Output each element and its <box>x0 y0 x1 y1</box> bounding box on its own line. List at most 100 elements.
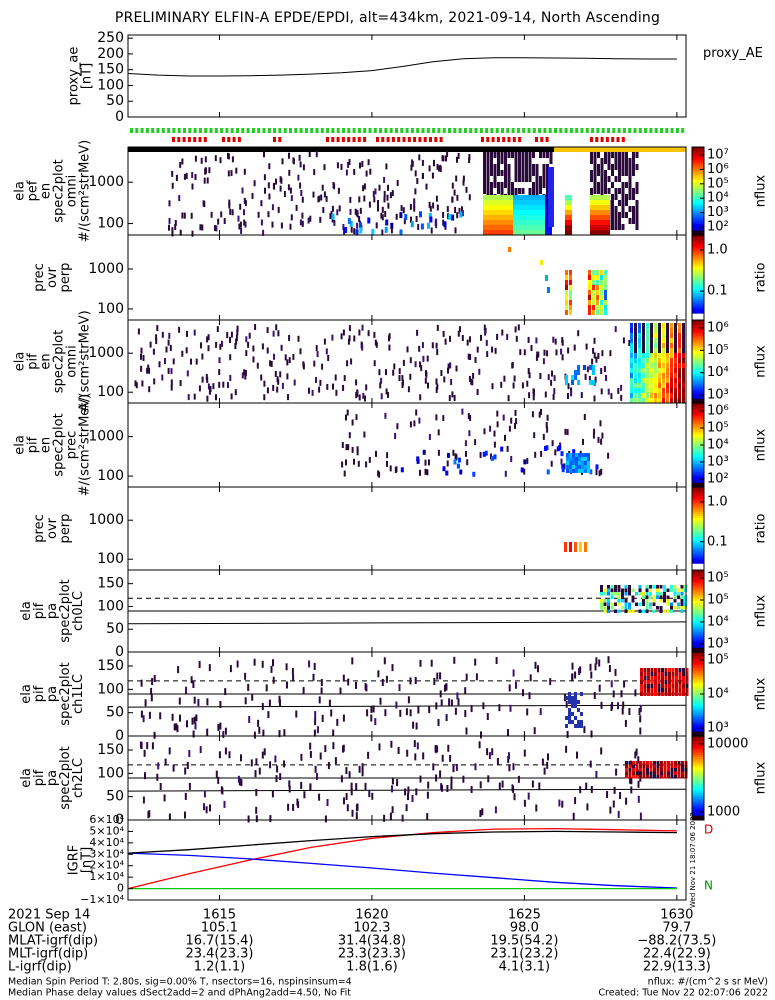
pixel-cell <box>461 206 463 213</box>
pixel-cell <box>638 398 641 403</box>
pixel-cell <box>650 676 654 680</box>
pixel-cell <box>203 790 206 798</box>
pixel-cell <box>635 212 639 218</box>
pixel-cell <box>654 393 657 398</box>
pixel-cell <box>373 331 376 338</box>
pixel-cell <box>657 680 661 684</box>
pixel-cell <box>520 467 524 473</box>
pixel-cell <box>597 436 600 443</box>
pixel-cell <box>336 162 339 169</box>
y-axis-label: proxy_ae <box>67 47 82 106</box>
pixel-cell <box>670 771 674 775</box>
pixel-cell <box>525 170 528 176</box>
pixel-cell <box>565 210 572 215</box>
colorbar-cell <box>692 256 704 259</box>
colorbar-cell <box>692 451 704 454</box>
pixel-cell <box>384 211 387 217</box>
pixel-cell <box>668 672 671 676</box>
pixel-cell <box>674 358 677 363</box>
colorbar-cell <box>692 513 704 517</box>
footer-row-label: MLT-igrf(dip) <box>8 947 88 962</box>
pixel-cell <box>424 459 427 466</box>
pixel-cell <box>367 751 370 759</box>
pixel-cell <box>247 341 250 348</box>
status-green-dot <box>633 128 637 133</box>
pixel-cell <box>680 595 684 599</box>
pixel-cell <box>635 200 639 206</box>
pixel-cell <box>171 182 174 189</box>
pixel-cell <box>642 775 646 779</box>
pixel-cell <box>340 333 343 340</box>
pixel-cell <box>671 680 675 684</box>
y-axis-label: ovr <box>45 266 60 288</box>
colorbar-cell <box>692 468 704 471</box>
pixel-cell <box>407 696 410 704</box>
pixel-cell <box>208 167 211 174</box>
pixel-cell <box>611 224 614 230</box>
pixel-cell <box>207 383 210 390</box>
pixel-cell <box>621 158 625 164</box>
pixel-cell <box>658 388 661 393</box>
pixel-cell <box>566 465 569 469</box>
pixel-cell <box>637 780 640 788</box>
pixel-cell <box>662 373 665 378</box>
pixel-cell <box>193 393 196 400</box>
pixel-cell <box>263 748 266 756</box>
pixel-cell <box>532 152 535 158</box>
pixel-cell <box>479 452 482 458</box>
pixel-cell <box>349 196 352 203</box>
pixel-cell <box>581 453 584 457</box>
pixel-cell <box>587 461 590 465</box>
y-axis-label: pa <box>45 603 60 619</box>
pixel-cell <box>367 330 370 337</box>
pixel-cell <box>525 176 528 182</box>
pixel-cell <box>674 775 677 779</box>
pixel-cell <box>635 768 639 772</box>
pixel-cell <box>607 656 610 664</box>
colorbar-cell <box>692 378 704 381</box>
colorbar-cell <box>692 221 704 225</box>
status-green-dot <box>522 128 526 133</box>
pixel-cell <box>600 606 603 610</box>
pixel-cell <box>678 676 682 680</box>
pixel-cell <box>572 469 575 473</box>
pixel-cell <box>533 432 536 439</box>
pixel-cell <box>610 585 614 589</box>
y-tick-label: 1000 <box>88 174 124 190</box>
pixel-cell <box>181 158 184 165</box>
pixel-cell <box>642 761 646 765</box>
colorbar-cell <box>692 421 704 425</box>
pixel-cell <box>497 164 500 170</box>
colorbar-tick-label: 10⁷ <box>707 148 729 163</box>
pixel-cell <box>580 724 583 728</box>
footer-row-value: 16.7(15.4) <box>185 934 253 949</box>
pixel-cell <box>659 592 663 596</box>
colorbar-cell <box>692 788 704 792</box>
footer-row-value: 23.3(23.3) <box>338 947 406 962</box>
pixel-cell <box>642 768 646 772</box>
colorbar-cell <box>692 264 704 268</box>
pixel-cell <box>674 353 677 358</box>
pixel-cell <box>645 599 649 603</box>
pixel-cell <box>674 323 677 328</box>
pixel-cell <box>219 157 222 164</box>
colorbar-cell <box>692 582 704 585</box>
colorbar-tick-label: 10⁵ <box>707 343 729 358</box>
pixel-cell <box>650 348 653 353</box>
pixel-cell <box>682 373 685 378</box>
pixel-cell <box>603 366 606 373</box>
colorbar-cell <box>692 518 704 521</box>
pixel-cell <box>614 212 618 218</box>
pixel-cell <box>565 300 568 305</box>
status-red-dot <box>429 137 432 142</box>
pixel-cell <box>670 602 673 606</box>
colorbar-cell <box>692 213 704 216</box>
pixel-cell <box>658 393 661 398</box>
pixel-cell <box>156 773 159 781</box>
pixel-cell <box>666 595 670 599</box>
pixel-cell <box>218 381 221 388</box>
footer-row-value: 23.1(23.2) <box>490 947 558 962</box>
pixel-cell <box>314 718 317 726</box>
pixel-cell <box>521 158 525 164</box>
pixel-cell <box>682 323 685 328</box>
